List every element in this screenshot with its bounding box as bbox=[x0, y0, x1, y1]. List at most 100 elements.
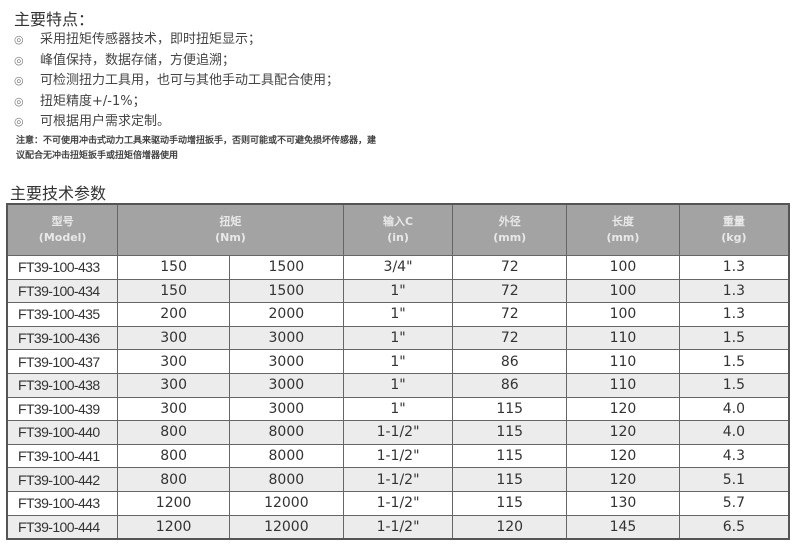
value-cell: 72 bbox=[452, 302, 568, 327]
header-unit: (Model) bbox=[38, 231, 87, 244]
value-cell: 130 bbox=[566, 490, 680, 516]
value-cell: 1" bbox=[342, 278, 454, 304]
value-cell: 2000 bbox=[228, 302, 344, 327]
header-name: 扭矩 bbox=[219, 215, 242, 228]
feature-text: 扭矩精度+/-1%； bbox=[40, 93, 146, 109]
header-name: 型号 bbox=[51, 215, 74, 228]
header-name: 外径 bbox=[498, 215, 521, 228]
feature-item: ◎ 扭矩精度+/-1%； bbox=[14, 92, 339, 113]
value-cell: 300 bbox=[117, 372, 230, 398]
model-cell: FT39-100-439 bbox=[6, 396, 119, 422]
value-cell: 150 bbox=[117, 255, 230, 280]
value-cell: 8000 bbox=[228, 420, 344, 445]
value-cell: 110 bbox=[566, 372, 680, 398]
table-row: FT39-100-437 300 3000 1" 86 110 1.5 bbox=[6, 349, 790, 374]
table-row: FT39-100-435 200 2000 1" 72 100 1.3 bbox=[6, 302, 790, 327]
warning-note: 注意：不可使用冲击式动力工具来驱动手动增扭扳手，否则可能或不可避免损坏传感器，建… bbox=[16, 136, 377, 161]
value-cell: 1500 bbox=[228, 255, 344, 280]
value-cell: 120 bbox=[566, 467, 680, 492]
feature-item: ◎ 采用扭矩传感器技术，即时扭矩显示； bbox=[14, 30, 339, 51]
value-cell: 1200 bbox=[117, 490, 230, 516]
value-cell: 3000 bbox=[228, 372, 344, 398]
model-cell: FT39-100-435 bbox=[6, 302, 119, 327]
header-unit: (mm) bbox=[493, 231, 527, 244]
model-cell: FT39-100-438 bbox=[6, 372, 119, 398]
table-row: FT39-100-444 1200 12000 1-1/2" 120 145 6.5 bbox=[6, 514, 790, 540]
value-cell: 110 bbox=[566, 325, 680, 351]
value-cell: 1.3 bbox=[678, 255, 790, 280]
table-row: FT39-100-436 300 3000 1" 72 110 1.5 bbox=[6, 325, 790, 351]
value-cell: 120 bbox=[566, 420, 680, 445]
column-header: 型号 (Model) bbox=[6, 203, 119, 256]
value-cell: 1" bbox=[342, 396, 454, 422]
value-cell: 1.5 bbox=[678, 372, 790, 398]
table-row: FT39-100-438 300 3000 1" 86 110 1.5 bbox=[6, 372, 790, 398]
feature-item: ◎ 可检测扭力工具用，也可与其他手动工具配合使用； bbox=[14, 71, 339, 92]
header-name: 输入C bbox=[383, 215, 414, 228]
bullet-icon: ◎ bbox=[14, 33, 24, 46]
value-cell: 300 bbox=[117, 396, 230, 422]
feature-item: ◎ 可根据用户需求定制。 bbox=[14, 112, 339, 133]
value-cell: 800 bbox=[117, 467, 230, 492]
value-cell: 800 bbox=[117, 443, 230, 469]
features-list: ◎ 采用扭矩传感器技术，即时扭矩显示； ◎ 峰值保持，数据存储，方便追溯； ◎ 可检测扭力… bbox=[14, 30, 339, 133]
table-row: FT39-100-442 800 8000 1-1/2" 115 120 5.1 bbox=[6, 467, 790, 492]
table-row: FT39-100-440 800 8000 1-1/2" 115 120 4.0 bbox=[6, 420, 790, 445]
table-row: FT39-100-439 300 3000 1" 115 120 4.0 bbox=[6, 396, 790, 422]
model-cell: FT39-100-437 bbox=[6, 349, 119, 374]
bullet-icon: ◎ bbox=[14, 53, 24, 67]
header-name: 重量 bbox=[722, 215, 745, 228]
value-cell: 8000 bbox=[228, 467, 344, 492]
model-cell: FT39-100-444 bbox=[6, 514, 119, 540]
value-cell: 4.0 bbox=[678, 420, 790, 445]
column-header: 长度 (mm) bbox=[566, 203, 680, 256]
column-header: 扭矩 (Nm) bbox=[117, 203, 344, 256]
value-cell: 115 bbox=[452, 443, 568, 469]
value-cell: 8000 bbox=[228, 443, 344, 469]
value-cell: 110 bbox=[566, 349, 680, 374]
value-cell: 1.3 bbox=[678, 278, 790, 304]
model-cell: FT39-100-442 bbox=[6, 467, 119, 492]
model-cell: FT39-100-440 bbox=[6, 420, 119, 445]
specs-title: 主要技术参数 bbox=[10, 184, 107, 203]
value-cell: 115 bbox=[452, 490, 568, 516]
value-cell: 1-1/2" bbox=[342, 490, 454, 516]
value-cell: 3000 bbox=[228, 325, 344, 351]
value-cell: 100 bbox=[566, 302, 680, 327]
model-cell: FT39-100-434 bbox=[6, 278, 119, 304]
value-cell: 1.5 bbox=[678, 349, 790, 374]
value-cell: 115 bbox=[452, 420, 568, 445]
header-unit: (Nm) bbox=[215, 231, 246, 244]
value-cell: 1200 bbox=[117, 514, 230, 540]
column-header: 外径 (mm) bbox=[452, 203, 568, 256]
features-title: 主要特点： bbox=[14, 10, 95, 29]
model-cell: FT39-100-441 bbox=[6, 443, 119, 469]
table-row: FT39-100-433 150 1500 3/4" 72 100 1.3 bbox=[6, 255, 790, 280]
value-cell: 1" bbox=[342, 325, 454, 351]
table-row: FT39-100-441 800 8000 1-1/2" 115 120 4.3 bbox=[6, 443, 790, 469]
value-cell: 72 bbox=[452, 255, 568, 280]
value-cell: 120 bbox=[566, 396, 680, 422]
value-cell: 12000 bbox=[228, 490, 344, 516]
value-cell: 300 bbox=[117, 325, 230, 351]
column-header: 重量 (kg) bbox=[678, 203, 790, 256]
value-cell: 4.0 bbox=[678, 396, 790, 422]
feature-item: ◎ 峰值保持，数据存储，方便追溯； bbox=[14, 51, 339, 72]
value-cell: 120 bbox=[566, 443, 680, 469]
feature-text: 采用扭矩传感器技术，即时扭矩显示； bbox=[40, 32, 262, 47]
value-cell: 3000 bbox=[228, 349, 344, 374]
value-cell: 150 bbox=[117, 278, 230, 304]
value-cell: 1-1/2" bbox=[342, 467, 454, 492]
value-cell: 72 bbox=[452, 325, 568, 351]
model-cell: FT39-100-443 bbox=[6, 490, 119, 516]
value-cell: 145 bbox=[566, 514, 680, 540]
header-unit: (kg) bbox=[721, 231, 747, 244]
bullet-icon: ◎ bbox=[14, 74, 24, 87]
value-cell: 3/4" bbox=[342, 255, 454, 280]
value-cell: 86 bbox=[452, 349, 568, 374]
column-header: 输入C (in) bbox=[342, 203, 454, 256]
bullet-icon: ◎ bbox=[14, 115, 24, 128]
value-cell: 100 bbox=[566, 278, 680, 304]
value-cell: 200 bbox=[117, 302, 230, 327]
feature-text: 峰值保持，数据存储，方便追溯； bbox=[40, 52, 236, 68]
